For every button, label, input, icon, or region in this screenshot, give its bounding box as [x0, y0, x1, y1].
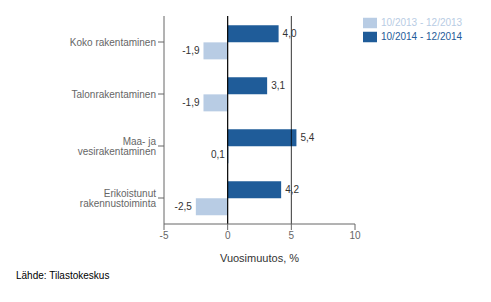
html-text:Lähde: Tilastokeskus: Lähde: Tilastokeskus [16, 270, 110, 281]
svg-text:5,4: 5,4 [300, 132, 314, 143]
html-text:10/2013 - 12/2013: 10/2013 - 12/2013 [381, 16, 463, 28]
html-text:10/2014 - 12/2014: 10/2014 - 12/2014 [381, 30, 463, 42]
svg-text:Erikoistunutrakennustoiminta: Erikoistunutrakennustoiminta [80, 188, 157, 209]
svg-text:0: 0 [225, 230, 231, 241]
svg-text:Maa- javesirakentaminen: Maa- javesirakentaminen [78, 136, 157, 157]
svg-text:10: 10 [349, 230, 361, 241]
svg-text:-1,9: -1,9 [182, 45, 200, 56]
svg-text:4,2: 4,2 [285, 184, 299, 195]
svg-text:-1,9: -1,9 [182, 97, 200, 108]
svg-text:Vuosimuutos, %: Vuosimuutos, % [220, 252, 299, 264]
svg-text:Talonrakentaminen: Talonrakentaminen [72, 89, 157, 100]
svg-text:0,1: 0,1 [211, 149, 225, 160]
svg-text:-5: -5 [160, 230, 169, 241]
svg-text:Koko rakentaminen: Koko rakentaminen [70, 37, 156, 48]
svg-text:4,0: 4,0 [283, 28, 297, 39]
svg-text:-2,5: -2,5 [175, 201, 193, 212]
svg-text:3,1: 3,1 [271, 80, 285, 91]
svg-text:5: 5 [289, 230, 295, 241]
